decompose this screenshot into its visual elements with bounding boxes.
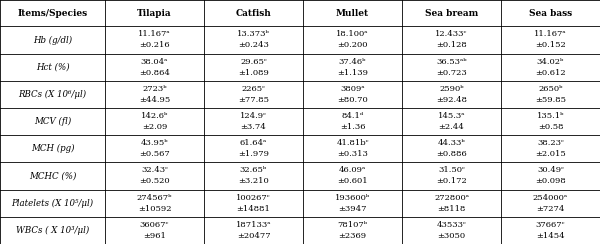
Text: 11.167ᵃ
±0.152: 11.167ᵃ ±0.152: [534, 30, 567, 50]
Text: 37667ᶜ
±1454: 37667ᶜ ±1454: [536, 221, 565, 240]
Text: RBCs (X 10⁶/μl): RBCs (X 10⁶/μl): [19, 90, 86, 99]
Text: 38.23ᶜ
±2.015: 38.23ᶜ ±2.015: [535, 139, 566, 158]
Text: Mullet: Mullet: [336, 9, 369, 18]
Text: 100267ᶜ
±14881: 100267ᶜ ±14881: [236, 194, 271, 213]
Text: 32.43ᶜ
±0.520: 32.43ᶜ ±0.520: [139, 166, 170, 185]
Text: Hb (g/dl): Hb (g/dl): [33, 35, 72, 44]
Text: 78107ᵇ
±2369: 78107ᵇ ±2369: [337, 221, 368, 240]
Text: 31.50ᶜ
±0.172: 31.50ᶜ ±0.172: [436, 166, 467, 185]
Text: 193600ᵇ
±3947: 193600ᵇ ±3947: [335, 194, 370, 213]
Text: 272800ᵃ
±8118: 272800ᵃ ±8118: [434, 194, 469, 213]
Text: MCHC (%): MCHC (%): [29, 172, 76, 181]
Text: 44.33ᵇ
±0.886: 44.33ᵇ ±0.886: [436, 139, 467, 158]
Text: Items/Species: Items/Species: [17, 9, 88, 18]
Text: 36067ᶜ
±961: 36067ᶜ ±961: [140, 221, 169, 240]
Text: 2650ᵇ
±59.85: 2650ᵇ ±59.85: [535, 85, 566, 104]
Text: 124.9ᶜ
±3.74: 124.9ᶜ ±3.74: [240, 112, 267, 131]
Text: 2723ᵇ
±44.95: 2723ᵇ ±44.95: [139, 85, 170, 104]
Text: 18.100ᵃ
±0.200: 18.100ᵃ ±0.200: [336, 30, 369, 50]
Text: 12.433ᶜ
±0.128: 12.433ᶜ ±0.128: [436, 30, 467, 50]
Text: 2265ᶜ
±77.85: 2265ᶜ ±77.85: [238, 85, 269, 104]
Text: WBCs ( X 10³/μl): WBCs ( X 10³/μl): [16, 226, 89, 235]
Text: 43533ᶜ
±3050: 43533ᶜ ±3050: [437, 221, 466, 240]
Text: Catfish: Catfish: [236, 9, 271, 18]
Text: 30.49ᶜ
±0.098: 30.49ᶜ ±0.098: [535, 166, 566, 185]
Text: 187133ᵃ
±20477: 187133ᵃ ±20477: [236, 221, 271, 240]
Text: 41.81bᶜ
±0.313: 41.81bᶜ ±0.313: [336, 139, 369, 158]
Text: 43.95ᵇ
±0.567: 43.95ᵇ ±0.567: [139, 139, 170, 158]
Text: Sea bream: Sea bream: [425, 9, 478, 18]
Text: 11.167ᵃ
±0.216: 11.167ᵃ ±0.216: [138, 30, 171, 50]
Text: 135.1ᵇ
±0.58: 135.1ᵇ ±0.58: [537, 112, 564, 131]
Text: Platelets (X 10⁵/μl): Platelets (X 10⁵/μl): [11, 199, 94, 208]
Text: 254000ᵃ
±7274: 254000ᵃ ±7274: [533, 194, 568, 213]
Text: MCV (fl): MCV (fl): [34, 117, 71, 126]
Text: 29.65ᶜ
±1.089: 29.65ᶜ ±1.089: [238, 58, 269, 77]
Text: Tilapia: Tilapia: [137, 9, 172, 18]
Text: 84.1ᵈ
±1.36: 84.1ᵈ ±1.36: [340, 112, 365, 131]
Text: 145.3ᵃ
±2.44: 145.3ᵃ ±2.44: [438, 112, 465, 131]
Text: 13.373ᵇ
±0.243: 13.373ᵇ ±0.243: [237, 30, 270, 50]
Text: 3809ᵃ
±80.70: 3809ᵃ ±80.70: [337, 85, 368, 104]
Text: 34.02ᵇ
±0.612: 34.02ᵇ ±0.612: [535, 58, 566, 77]
Text: Hct (%): Hct (%): [35, 63, 70, 72]
Text: 2590ᵇ
±92.48: 2590ᵇ ±92.48: [436, 85, 467, 104]
Text: 32.65ᵇ
±3.210: 32.65ᵇ ±3.210: [238, 166, 269, 185]
Text: Sea bass: Sea bass: [529, 9, 572, 18]
Text: 274567ᵇ
±10592: 274567ᵇ ±10592: [137, 194, 172, 213]
Text: 37.46ᵇ
±1.139: 37.46ᵇ ±1.139: [337, 58, 368, 77]
Text: 38.04ᵃ
±0.864: 38.04ᵃ ±0.864: [139, 58, 170, 77]
Text: 46.09ᵃ
±0.601: 46.09ᵃ ±0.601: [337, 166, 368, 185]
Text: MCH (pg): MCH (pg): [31, 144, 74, 153]
Text: 61.64ᵃ
±1.979: 61.64ᵃ ±1.979: [238, 139, 269, 158]
Text: 36.53ᵃᵇ
±0.723: 36.53ᵃᵇ ±0.723: [436, 58, 467, 77]
Text: 142.6ᵇ
±2.09: 142.6ᵇ ±2.09: [141, 112, 168, 131]
